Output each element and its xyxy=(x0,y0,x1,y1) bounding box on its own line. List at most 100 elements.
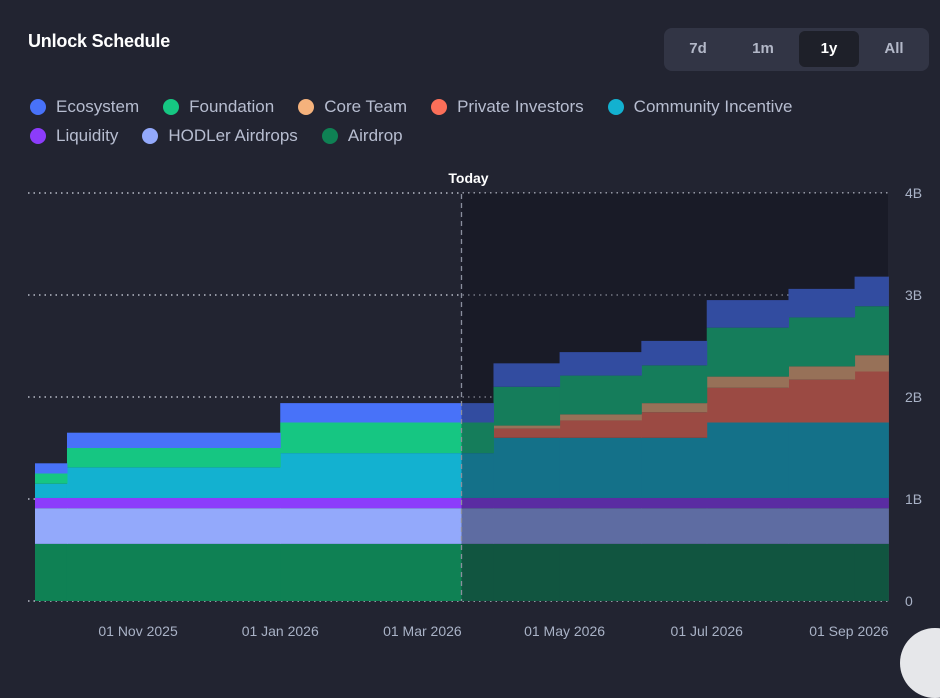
area-private-investors-step xyxy=(641,412,708,438)
legend-item-hodler-airdrops[interactable]: HODLer Airdrops xyxy=(142,125,298,146)
area-community-incentive-step xyxy=(706,422,789,498)
area-airdrop-step xyxy=(493,543,561,601)
area-foundation-step xyxy=(854,306,889,356)
legend-item-community-incentive[interactable]: Community Incentive xyxy=(607,96,793,117)
area-foundation-step xyxy=(706,327,789,377)
area-foundation-step xyxy=(641,365,708,404)
area-community-incentive-step xyxy=(35,483,68,498)
area-airdrop-step xyxy=(280,543,494,601)
area-community-incentive-step xyxy=(854,422,889,498)
legend-label: Liquidity xyxy=(56,125,119,145)
area-liquidity-step xyxy=(788,497,856,509)
future-overlay xyxy=(461,193,888,601)
legend-swatch-icon xyxy=(163,98,180,115)
legend-item-core-team[interactable]: Core Team xyxy=(298,97,407,117)
area-core-team-step xyxy=(854,355,889,372)
area-foundation-step xyxy=(559,375,642,415)
area-community-incentive-step xyxy=(493,437,561,498)
legend-item-private-investors[interactable]: Private Investors xyxy=(431,97,584,117)
area-hodler-airdrops-step xyxy=(35,508,68,544)
legend-swatch-icon xyxy=(298,98,315,115)
future-dim-overlay xyxy=(461,193,888,601)
area-ecosystem-step xyxy=(280,403,494,423)
area-community-incentive-step xyxy=(280,453,494,498)
x-tick-label: 01 Jan 2026 xyxy=(242,623,319,639)
legend-item-liquidity[interactable]: Liquidity xyxy=(30,126,118,146)
area-airdrop-step xyxy=(641,543,708,601)
area-liquidity-step xyxy=(35,497,68,509)
area-hodler-airdrops-step xyxy=(493,508,561,544)
x-axis: 01 Nov 2025 01 Jan 2026 01 Mar 2026 01 May … xyxy=(98,623,888,639)
today-marker: Today xyxy=(448,170,489,601)
chart-legend: Ecosystem Foundation Core Team Private I… xyxy=(30,92,910,150)
area-private-investors-step xyxy=(854,371,889,423)
area-private-investors-step xyxy=(706,387,789,423)
legend-item-airdrop[interactable]: Airdrop xyxy=(321,125,403,146)
area-foundation-step xyxy=(66,448,281,468)
legend-label: Ecosystem xyxy=(56,96,140,116)
area-private-investors-step xyxy=(493,428,561,438)
y-tick-label: 1B xyxy=(905,491,922,507)
legend-item-ecosystem[interactable]: Ecosystem xyxy=(30,97,139,117)
legend-item-foundation[interactable]: Foundation xyxy=(163,97,274,117)
area-hodler-airdrops-step xyxy=(788,508,856,544)
area-liquidity-step xyxy=(280,497,494,509)
area-ecosystem-step xyxy=(641,340,708,366)
x-tick-label: 01 Mar 2026 xyxy=(383,623,462,639)
legend-swatch-icon xyxy=(30,98,46,115)
area-core-team-step xyxy=(493,425,561,429)
legend-label: HODLer Airdrops xyxy=(168,125,298,145)
today-label: Today xyxy=(448,170,488,186)
legend-row: Liquidity HODLer Airdrops Airdrop xyxy=(30,121,910,150)
area-community-incentive-step xyxy=(559,437,642,498)
area-core-team-step xyxy=(706,376,789,388)
area-ecosystem-step xyxy=(559,352,642,376)
x-tick-label: 01 Sep 2026 xyxy=(809,623,889,639)
legend-label: Airdrop xyxy=(347,125,403,145)
area-airdrop-step xyxy=(35,543,68,601)
area-ecosystem-step xyxy=(706,300,789,328)
area-airdrop-step xyxy=(854,543,889,601)
area-liquidity-step xyxy=(641,497,708,509)
area-airdrop-step xyxy=(788,543,856,601)
legend-label: Community Incentive xyxy=(633,96,793,116)
area-core-team-step xyxy=(559,414,642,421)
area-private-investors-step xyxy=(559,420,642,438)
area-ecosystem-step xyxy=(66,432,281,448)
legend-row: Ecosystem Foundation Core Team Private I… xyxy=(30,92,910,121)
legend-swatch-icon xyxy=(321,127,338,144)
legend-swatch-icon xyxy=(431,98,448,115)
x-tick-label: 01 May 2026 xyxy=(524,623,605,639)
y-tick-label: 4B xyxy=(905,185,922,201)
legend-label: Foundation xyxy=(189,96,275,116)
area-private-investors-step xyxy=(788,379,856,423)
range-7d-button[interactable]: 7d xyxy=(689,40,707,57)
area-liquidity-step xyxy=(559,497,642,509)
y-tick-label: 2B xyxy=(905,389,922,405)
area-community-incentive-step xyxy=(788,422,856,498)
area-airdrop-step xyxy=(559,543,642,601)
area-ecosystem-step xyxy=(35,463,68,474)
area-foundation-step xyxy=(493,386,561,426)
x-tick-label: 01 Nov 2025 xyxy=(98,623,178,639)
area-hodler-airdrops-step xyxy=(559,508,642,544)
area-liquidity-step xyxy=(66,497,281,509)
y-tick-label: 0 xyxy=(905,593,913,609)
x-tick-label: 01 Jul 2026 xyxy=(671,623,744,639)
y-axis: 0 1B 2B 3B 4B xyxy=(905,185,922,609)
area-foundation-step xyxy=(788,317,856,367)
stacked-areas xyxy=(35,276,889,601)
area-community-incentive-step xyxy=(641,437,708,498)
range-1m-button[interactable]: 1m xyxy=(752,40,774,57)
area-airdrop-step xyxy=(66,543,281,601)
legend-swatch-icon xyxy=(607,98,624,115)
area-liquidity-step xyxy=(493,497,561,509)
area-hodler-airdrops-step xyxy=(66,508,281,544)
time-range-selector: 7d 1m 1y All xyxy=(664,28,929,71)
chart-title: Unlock Schedule xyxy=(28,31,171,51)
range-1y-button[interactable]: 1y xyxy=(799,31,859,67)
area-liquidity-step xyxy=(706,497,789,509)
area-foundation-step xyxy=(35,473,68,484)
range-all-button[interactable]: All xyxy=(884,40,904,57)
